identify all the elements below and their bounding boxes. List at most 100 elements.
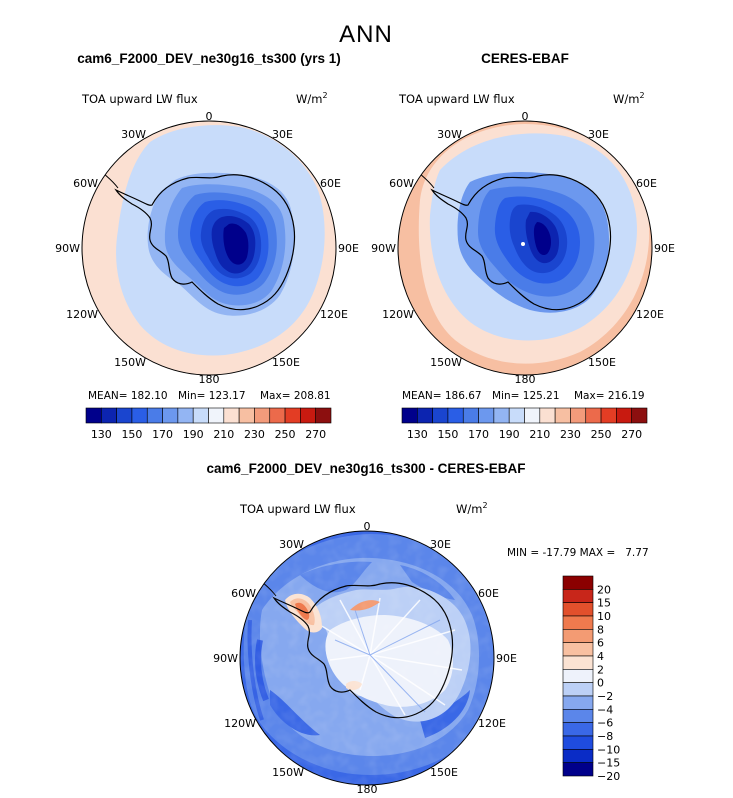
colorbar-swatch [269,407,286,424]
svg-text:120E: 120E [636,308,664,321]
colorbar-swatch [562,575,594,590]
map-border [397,120,653,376]
colorbar-tick-label: 270 [305,428,326,441]
colorbar-tick-label: −2 [597,690,613,703]
svg-text:150W: 150W [272,766,304,779]
svg-text:180: 180 [199,373,220,386]
colorbar-obs: 130 150 170 190 210 230 250 270 [401,407,648,441]
units-label: W/m2 [613,91,645,106]
colorbar-swatch [447,407,464,424]
colorbar-tick-label: 170 [152,428,173,441]
colorbar-tick-label: 8 [597,623,604,636]
ring-below-130 [223,223,249,265]
svg-text:MEAN= 182.10: MEAN= 182.10 [88,390,168,402]
colorbar-swatch [562,682,594,697]
svg-text:60W: 60W [389,177,414,190]
svg-text:150W: 150W [114,356,146,369]
colorbar-swatch [146,407,163,424]
colorbar-swatch [539,407,556,424]
svg-text:30W: 30W [437,128,462,141]
colorbar-swatch [254,407,271,424]
units-label: W/m2 [296,91,328,106]
panel-title: cam6_F2000_DEV_ne30g16_ts300 - CERES-EBA… [207,461,526,476]
panel-diff: cam6_F2000_DEV_ne30g16_ts300 - CERES-EBA… [207,461,649,796]
south-pole-marker [521,242,525,246]
colorbar-tick-label: −4 [597,703,613,716]
colorbar-swatch [585,407,602,424]
antarctica-coastline [430,174,612,311]
colorbar-swatch [401,407,418,424]
colorbar-tick-label: 150 [121,428,142,441]
colorbar-swatch [208,407,225,424]
colorbar-swatch [223,407,240,424]
colorbar-swatch [85,407,102,424]
svg-text:60E: 60E [478,587,499,600]
colorbar-tick-label: 150 [437,428,458,441]
map-border [239,530,495,786]
svg-text:30W: 30W [279,538,304,551]
longitude-labels: 0 30E 60E 90E 120E 150E 180 150W 120W 90… [55,110,359,386]
colorbar-swatch [162,407,179,424]
colorbar-swatch [562,589,594,603]
colorbar-swatch [493,407,510,424]
colorbar-swatch [315,407,332,424]
svg-text:Max= 208.81: Max= 208.81 [260,390,331,402]
svg-text:90W: 90W [371,242,396,255]
colorbar-swatch [562,722,594,737]
svg-text:90E: 90E [338,242,359,255]
colorbar-tick-label: 15 [597,597,611,610]
colorbar-swatch [562,709,594,723]
colorbar-swatch [300,407,316,424]
colorbar-swatch [177,407,194,424]
field-label: TOA upward LW flux [239,502,356,516]
svg-text:Max= 216.19: Max= 216.19 [574,390,645,402]
colorbar-tick-label: 190 [183,428,204,441]
colorbar-tick-label: −6 [597,717,613,730]
panel-title: CERES-EBAF [481,51,569,66]
colorbar-swatch [616,407,632,424]
svg-text:0: 0 [522,110,529,123]
colorbar-swatch [562,655,594,670]
colorbar-swatch [562,735,594,750]
map-diff [240,531,494,785]
colorbar-model: 130 150 170 190 210 230 250 270 [85,407,332,441]
colorbar-tick-label: 210 [213,428,234,441]
longitude-labels: 0 30E 60E 90E 120E 150E 180 150W 120W 90… [371,110,675,386]
panel-model: cam6_F2000_DEV_ne30g16_ts300 (yrs 1) TOA… [55,51,359,441]
colorbar-swatch [554,407,571,424]
colorbar-swatch [508,407,525,424]
colorbar-tick-label: −10 [597,743,620,756]
colorbar-swatch [562,615,594,630]
svg-text:60W: 60W [73,177,98,190]
svg-text:90W: 90W [213,652,238,665]
colorbar-swatch [631,407,648,424]
svg-text:150W: 150W [430,356,462,369]
colorbar-swatch [116,407,133,424]
svg-text:90W: 90W [55,242,80,255]
panel-title: cam6_F2000_DEV_ne30g16_ts300 (yrs 1) [77,51,340,66]
antarctica-coastline [114,174,296,311]
map-obs [398,121,652,375]
map-model [82,121,336,375]
panel-obs: CERES-EBAF TOA upward LW flux W/m2 0 30E… [371,51,675,441]
svg-text:30E: 30E [588,128,609,141]
svg-text:90E: 90E [654,242,675,255]
svg-text:150E: 150E [430,766,458,779]
svg-text:MEAN= 186.67: MEAN= 186.67 [402,390,482,402]
stats-line: MEAN= 186.67 Min= 125.21 Max= 216.19 [402,390,645,402]
colorbar-swatch [417,407,433,424]
figure-title: ANN [339,21,393,48]
colorbar-swatch [562,695,594,710]
stats-line: MEAN= 182.10 Min= 123.17 Max= 208.81 [88,390,331,402]
colorbar-tick-label: 250 [275,428,296,441]
svg-text:120W: 120W [66,308,98,321]
colorbar-tick-label: −20 [597,770,620,783]
svg-text:150E: 150E [272,356,300,369]
svg-text:180: 180 [357,783,378,796]
svg-text:0: 0 [206,110,213,123]
field-label: TOA upward LW flux [398,92,515,106]
svg-text:Min= 123.17: Min= 123.17 [178,390,246,402]
svg-text:90E: 90E [496,652,517,665]
colorbar-swatch [562,629,594,643]
